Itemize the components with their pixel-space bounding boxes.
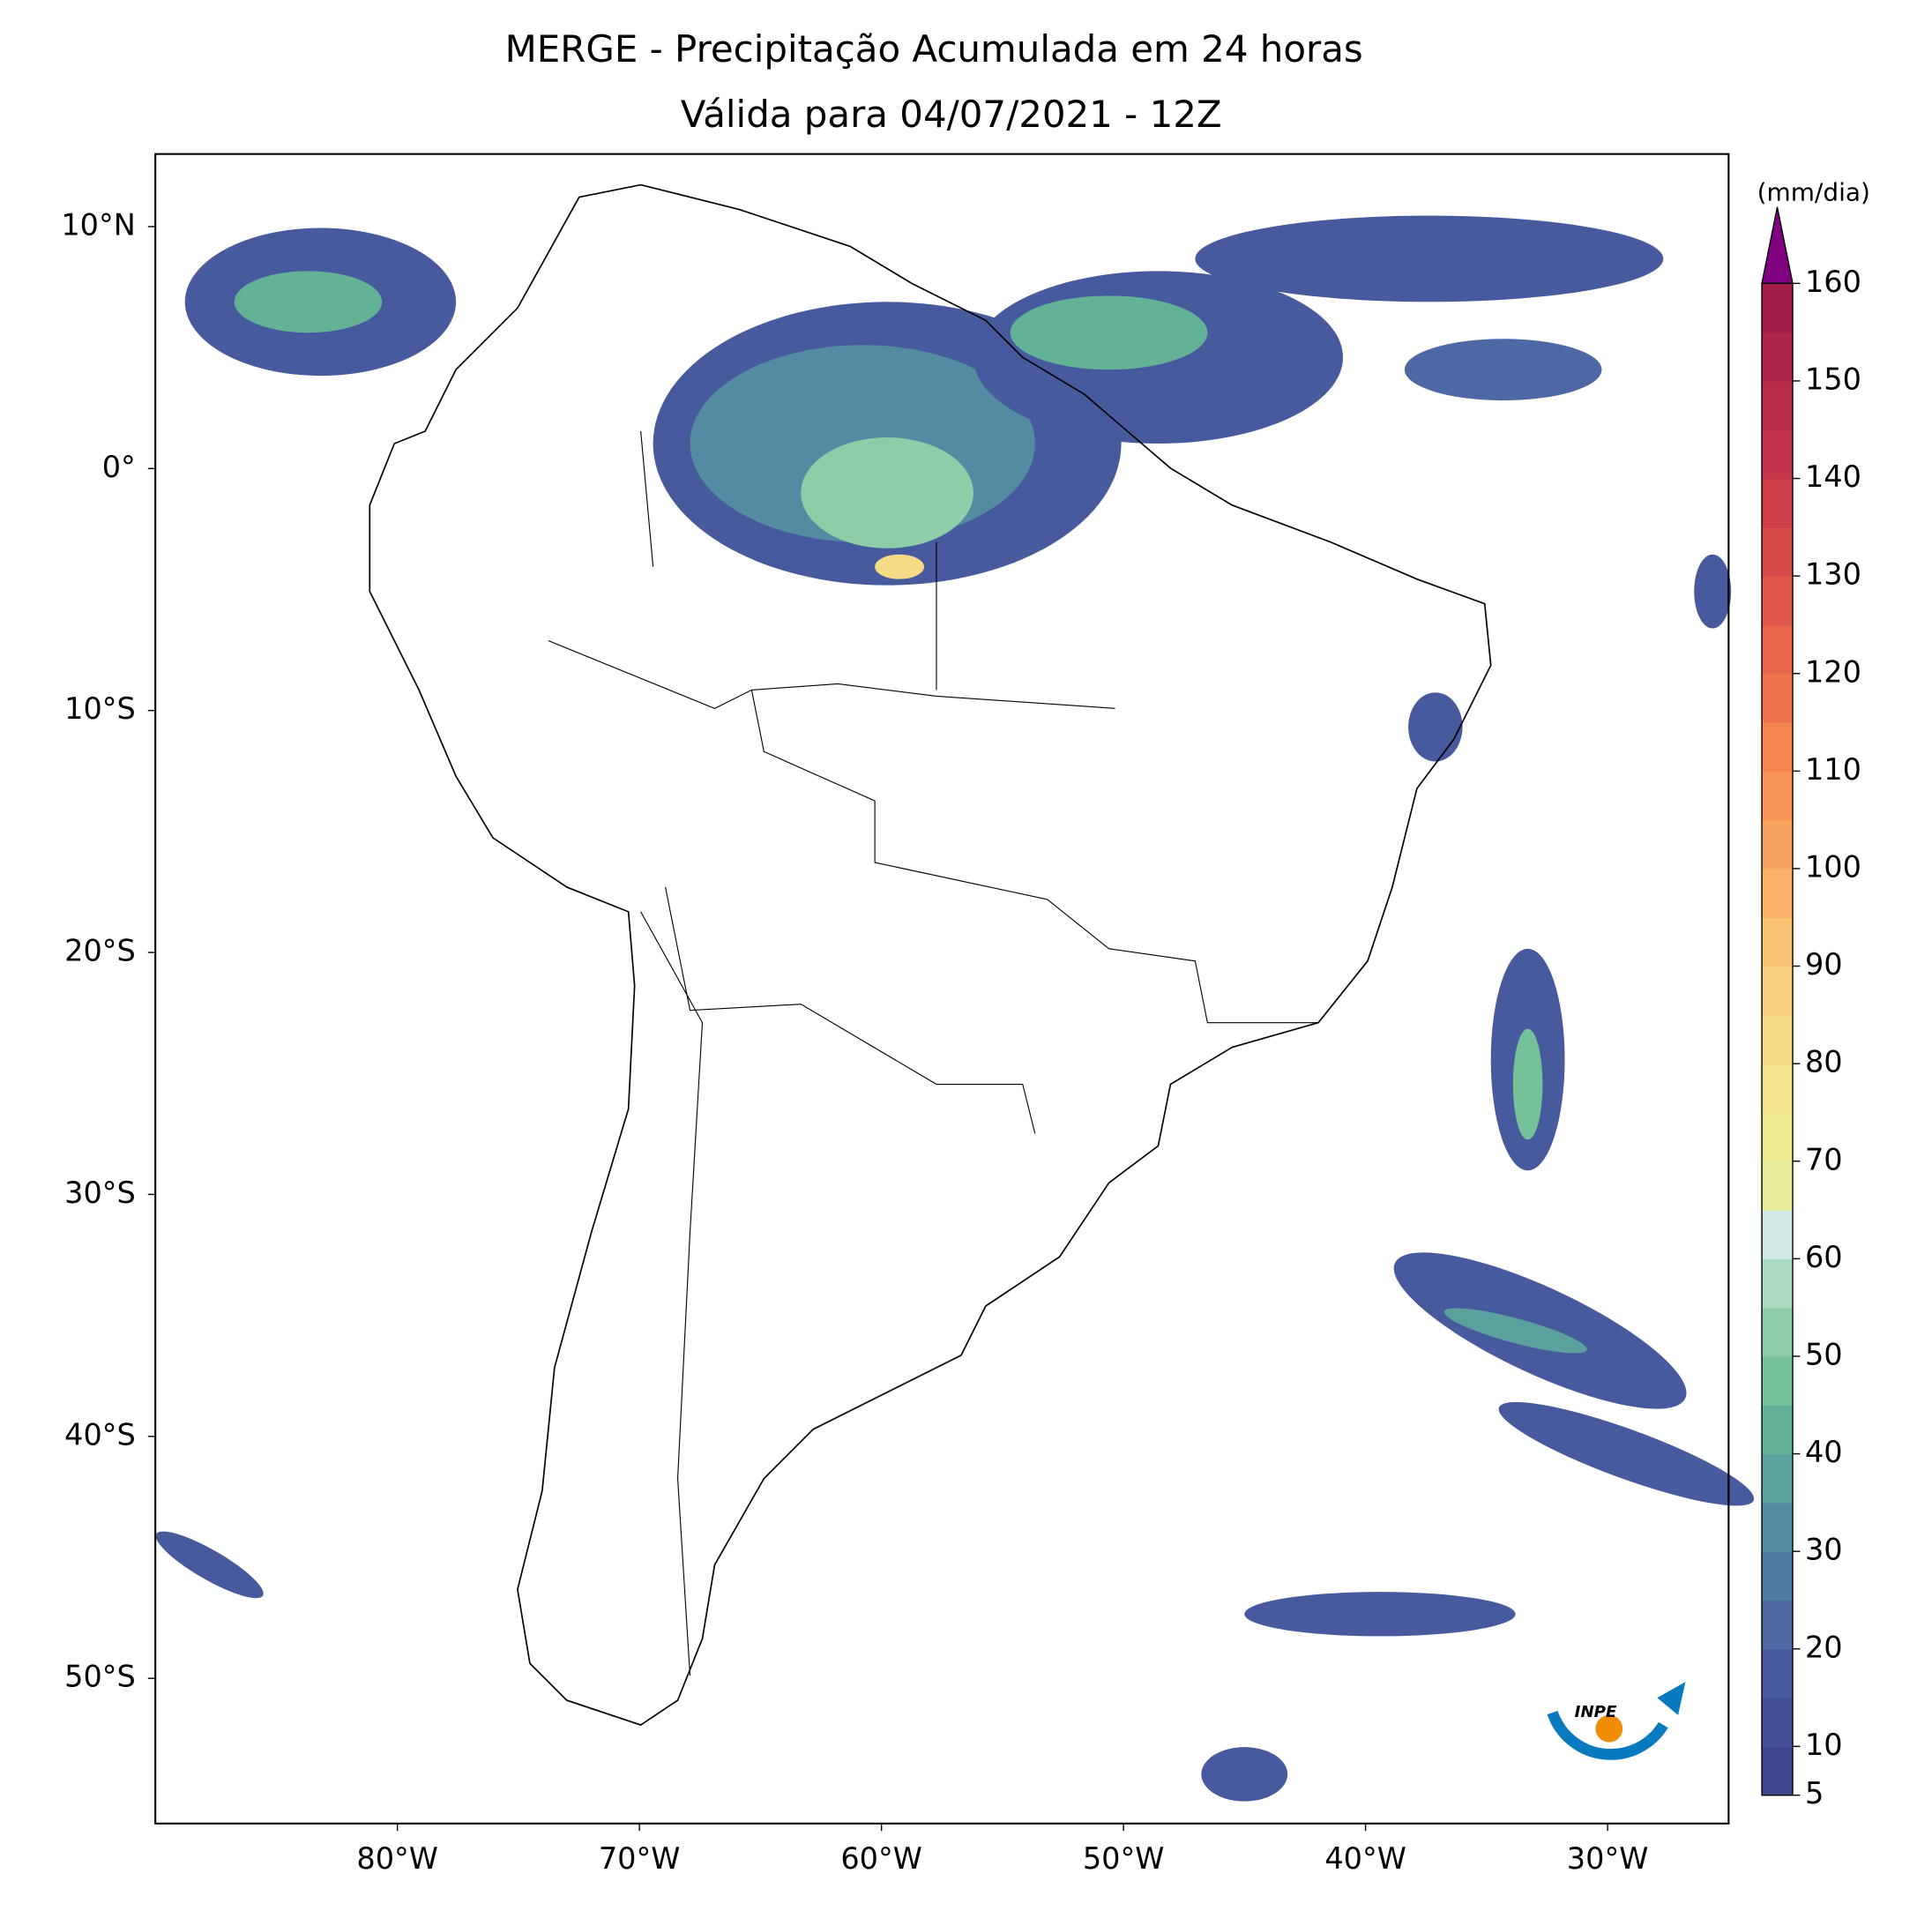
logo-text: INPE <box>1575 1703 1617 1721</box>
colorbar-band <box>1762 429 1793 480</box>
colorbar-band <box>1762 576 1793 626</box>
colorbar-tick-label: 30 <box>1805 1533 1843 1567</box>
colorbar-tick-label: 130 <box>1805 557 1861 592</box>
colorbar-label: (mm/dia) <box>1757 177 1870 206</box>
colorbar-band <box>1762 1064 1793 1114</box>
x-tick-label: 60°W <box>840 1841 922 1876</box>
y-tick-label: 50°S <box>64 1660 136 1694</box>
colorbar-band <box>1762 1648 1793 1698</box>
colorbar-band <box>1762 1746 1793 1796</box>
colorbar-band <box>1762 966 1793 1016</box>
colorbar-tick-label: 40 <box>1805 1435 1843 1469</box>
colorbar-tick-label: 5 <box>1805 1776 1824 1810</box>
y-tick-label: 0° <box>102 450 136 484</box>
colorbar-band <box>1762 1161 1793 1211</box>
colorbar-band <box>1762 1453 1793 1504</box>
colorbar-tick-label: 90 <box>1805 947 1843 982</box>
y-tick-label: 20°S <box>64 934 136 968</box>
x-tick-label: 40°W <box>1324 1841 1406 1876</box>
colorbar-band <box>1762 624 1793 675</box>
y-tick-label: 40°S <box>64 1417 136 1452</box>
colorbar-band <box>1762 819 1793 870</box>
precipitation-field <box>155 215 1755 1802</box>
colorbar-tick-label: 60 <box>1805 1240 1843 1274</box>
colorbar-tick-label: 50 <box>1805 1337 1843 1371</box>
subtitle: Válida para 04/07/2021 - 12Z <box>681 93 1222 136</box>
colorbar-tick-label: 10 <box>1805 1728 1843 1762</box>
colorbar-band <box>1762 283 1793 333</box>
y-tick-label: 10°S <box>64 691 136 726</box>
colorbar-band <box>1762 380 1793 430</box>
colorbar-band <box>1762 1112 1793 1162</box>
colorbar-band <box>1762 1551 1793 1601</box>
colorbar-band <box>1762 332 1793 382</box>
colorbar-band <box>1762 771 1793 821</box>
colorbar-tick-label: 140 <box>1805 459 1861 494</box>
colorbar-tick-label: 150 <box>1805 362 1861 396</box>
colorbar-tick-label: 80 <box>1805 1045 1843 1079</box>
title: MERGE - Precipitação Acumulada em 24 hor… <box>505 27 1363 71</box>
colorbar-band <box>1762 526 1793 577</box>
x-tick-label: 70°W <box>599 1841 681 1876</box>
y-tick-label: 30°S <box>64 1176 136 1210</box>
colorbar-band <box>1762 1600 1793 1650</box>
colorbar-band <box>1762 1307 1793 1357</box>
colorbar-extend <box>1761 206 1794 285</box>
colorbar-tick-label: 70 <box>1805 1142 1843 1176</box>
y-tick-label: 10°N <box>61 207 135 242</box>
colorbar-band <box>1762 1014 1793 1064</box>
colorbar-tick-label: 110 <box>1805 752 1861 787</box>
colorbar-band <box>1762 722 1793 773</box>
map-frame <box>154 153 1730 1825</box>
colorbar-band <box>1762 478 1793 528</box>
x-tick-label: 80°W <box>356 1841 438 1876</box>
colorbar-tick-label: 100 <box>1805 849 1861 884</box>
colorbar-band <box>1762 1210 1793 1260</box>
coastline <box>369 183 1492 1726</box>
colorbar-tick-label: 20 <box>1805 1630 1843 1664</box>
colorbar-band <box>1762 917 1793 967</box>
x-tick-label: 30°W <box>1567 1841 1649 1876</box>
inpe-logo: INPE <box>1547 1682 1686 1760</box>
x-tick-label: 50°W <box>1083 1841 1165 1876</box>
colorbar-tick-label: 120 <box>1805 654 1861 689</box>
colorbar-band <box>1762 1698 1793 1748</box>
colorbar-band <box>1762 1258 1793 1309</box>
colorbar-band <box>1762 1355 1793 1406</box>
colorbar-band <box>1762 673 1793 723</box>
colorbar-frame <box>1761 282 1794 1796</box>
colorbar-band <box>1762 1502 1793 1552</box>
borders <box>548 430 1319 1676</box>
colorbar-tick-label: 160 <box>1805 265 1861 299</box>
colorbar-band <box>1762 868 1793 918</box>
colorbar-band <box>1762 1405 1793 1455</box>
